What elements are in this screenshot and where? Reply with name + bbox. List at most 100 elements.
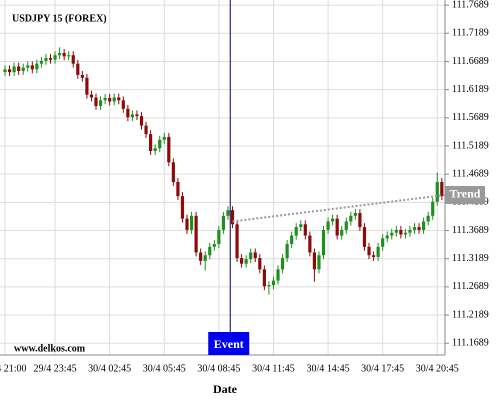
candle-body: [126, 108, 130, 118]
candle-body: [235, 224, 239, 259]
candle-body: [262, 269, 266, 287]
candle-body: [249, 252, 253, 260]
candle-body: [94, 97, 98, 106]
candle-body: [189, 215, 194, 230]
candle-body: [276, 269, 280, 281]
candle-body: [48, 58, 53, 60]
candle-body: [139, 116, 144, 126]
candle-body: [294, 227, 298, 236]
candle-body: [17, 66, 21, 71]
y-tick-label: 111.1689: [452, 338, 489, 349]
candle-body: [98, 100, 103, 106]
candle-body: [367, 246, 371, 256]
candle-body: [185, 218, 189, 230]
candle-body: [381, 238, 385, 247]
candle-body: [226, 210, 230, 216]
trend-label: Trend: [450, 187, 481, 201]
x-axis-title: Date: [213, 382, 238, 396]
candles: [3, 47, 444, 295]
candle-body: [108, 98, 112, 102]
candle-body: [180, 196, 185, 219]
candle-body: [440, 182, 444, 197]
y-tick-label: 111.6189: [452, 84, 489, 95]
candle-body: [290, 235, 294, 244]
x-tick-label: 30/4 05:45: [143, 363, 186, 374]
candle-body: [326, 221, 330, 230]
candle-body: [303, 224, 307, 236]
x-tick-label: 30/4 17:45: [361, 363, 404, 374]
candle-body: [62, 52, 66, 57]
candle-body: [35, 63, 39, 70]
chart-title: USDJPY 15 (FOREX): [12, 13, 107, 24]
candle-body: [221, 215, 226, 230]
x-tick-label: 30/4 11:45: [252, 363, 295, 374]
candle-body: [149, 134, 153, 152]
candle-body: [394, 229, 398, 233]
candle-body: [39, 60, 43, 64]
event-label-box: [208, 332, 250, 355]
candle-body: [112, 97, 116, 102]
candle-body: [80, 74, 84, 78]
x-tick-label: 29/4 21:00: [0, 363, 27, 374]
plot-area: [0, 0, 445, 355]
candle-body: [158, 139, 162, 149]
watermark: www.delkos.com: [14, 343, 86, 354]
candle-body: [7, 69, 12, 73]
candle-body: [203, 255, 207, 261]
candle-body: [3, 69, 7, 73]
x-tick-label: 30/4 14:45: [307, 363, 350, 374]
candle-body: [240, 258, 244, 264]
candle-body: [162, 136, 166, 140]
candle-body: [89, 94, 94, 98]
candle-body: [144, 125, 148, 135]
candle-body: [167, 136, 171, 163]
candle-body: [385, 235, 389, 239]
candle-body: [399, 229, 403, 235]
y-tick-label: 111.3689: [452, 225, 489, 236]
candle-body: [371, 255, 376, 257]
candle-body: [230, 210, 235, 225]
candle-body: [321, 229, 326, 256]
candle-body: [403, 232, 408, 235]
candle-body: [217, 229, 221, 244]
candle-body: [12, 66, 16, 73]
candle-body: [376, 246, 380, 257]
candle-body: [317, 255, 321, 270]
y-tick-label: 111.2189: [452, 309, 489, 320]
x-tick-label: 30/4 02:45: [88, 363, 131, 374]
candle-body: [258, 258, 262, 270]
candle-body: [176, 182, 180, 197]
candle-body: [362, 227, 367, 247]
candle-body: [117, 97, 121, 101]
y-tick-label: 111.3189: [452, 253, 489, 264]
candle-body: [135, 114, 139, 117]
candle-body: [435, 182, 439, 202]
candle-body: [85, 77, 89, 95]
x-tick-label: 29/4 23:45: [34, 363, 77, 374]
candle-body: [171, 162, 175, 183]
candle-body: [299, 224, 303, 228]
y-tick-label: 111.4689: [452, 168, 489, 179]
y-tick-label: 111.5189: [452, 140, 489, 151]
candle-body: [208, 246, 212, 256]
candle-body: [194, 215, 198, 253]
candle-body: [30, 65, 34, 70]
y-tick-label: 111.5689: [452, 112, 489, 123]
event-label: Event: [214, 337, 244, 351]
candle-body: [312, 252, 317, 270]
candle-body: [26, 65, 30, 68]
candle-body: [253, 252, 257, 259]
candle-body: [340, 229, 344, 236]
candle-body: [412, 227, 417, 230]
y-tick-label: 111.7189: [452, 28, 489, 39]
candle-body: [244, 259, 248, 264]
y-tick-label: 111.6689: [452, 56, 489, 67]
candle-body: [280, 258, 285, 270]
candle-body: [267, 285, 271, 287]
candle-body: [335, 218, 339, 236]
candle-body: [103, 98, 107, 101]
candle-body: [67, 55, 71, 57]
candle-body: [349, 215, 353, 222]
candle-body: [417, 227, 421, 230]
